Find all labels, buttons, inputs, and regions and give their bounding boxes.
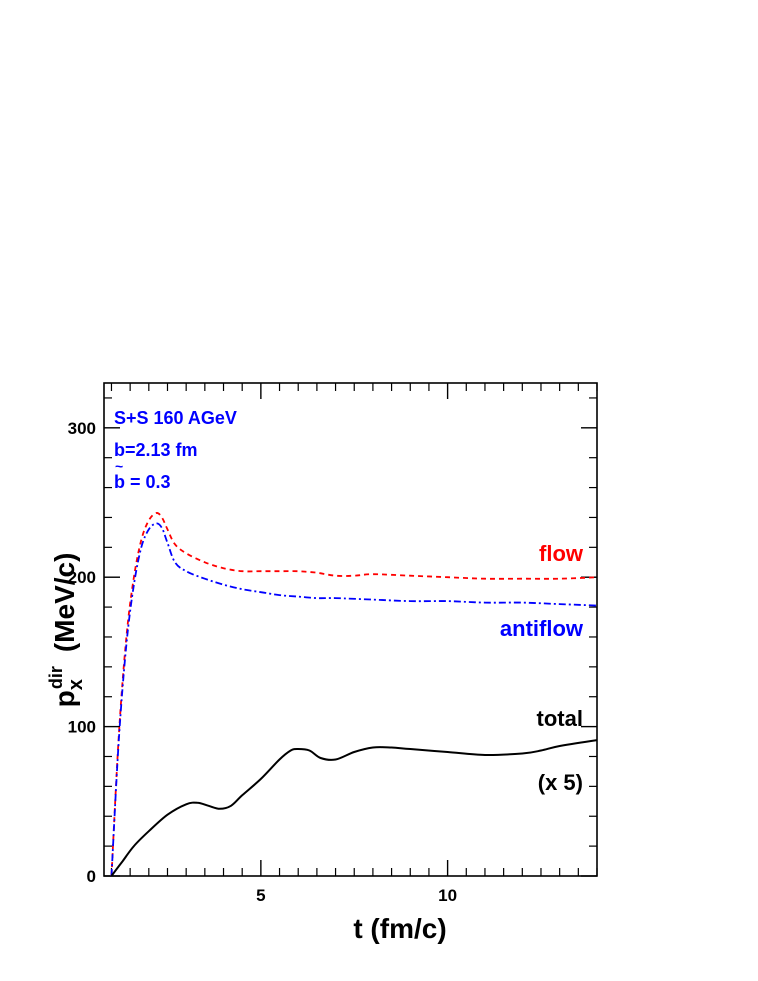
svg-text:pxdir(MeV/c): pxdir (MeV/c) [46, 553, 87, 708]
y-axis-title-sup: dir [46, 666, 66, 689]
series-label-total: total [537, 706, 583, 731]
y-axis-title: pxdir (MeV/c) [46, 553, 87, 708]
info-line-impact: b=2.13 fm [114, 440, 198, 460]
series-label-scale: (x 5) [538, 770, 583, 795]
y-axis-title-sub: x [65, 679, 87, 690]
y-tick-label: 200 [68, 568, 96, 587]
x-tick-label: 10 [438, 886, 457, 905]
y-axis-title-base: p [49, 690, 80, 707]
info-line-reaction: S+S 160 AGeV [114, 408, 237, 428]
y-tick-label: 300 [68, 419, 96, 438]
x-tick-label: 5 [256, 886, 265, 905]
series-layer [110, 512, 598, 877]
series-line-antiflow [110, 522, 598, 877]
major-ticks [104, 383, 597, 877]
info-text: S+S 160 AGeV b=2.13 fm b = 0.3 ~ [114, 408, 237, 492]
series-line-flow [110, 512, 598, 877]
y-tick-label: 100 [68, 718, 96, 737]
y-axis-title-unit: (MeV/c) [49, 553, 80, 653]
series-label-antiflow: antiflow [500, 616, 584, 641]
y-tick-label: 0 [87, 867, 96, 886]
series-line-total [110, 739, 598, 877]
plot-frame [103, 382, 598, 877]
info-line-btilde: b = 0.3 [114, 472, 171, 492]
x-axis-title: t (fm/c) [353, 913, 446, 944]
series-label-flow: flow [539, 541, 584, 566]
tilde-mark: ~ [115, 458, 123, 474]
